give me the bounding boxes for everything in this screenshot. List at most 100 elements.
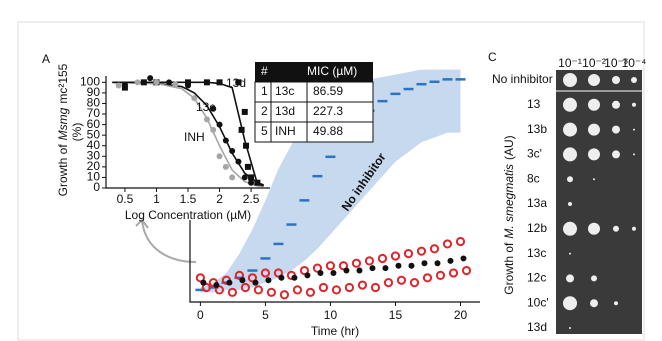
- table-header: #: [261, 64, 268, 78]
- point: [252, 280, 258, 286]
- point: [278, 275, 284, 281]
- colony-spot: [563, 123, 577, 137]
- point: [239, 277, 245, 283]
- point: [395, 263, 401, 269]
- x-axis-label: Log Concentration (µM): [125, 208, 251, 222]
- point: [217, 153, 223, 159]
- point: [356, 268, 362, 274]
- point: [235, 159, 241, 165]
- colony-spot: [567, 176, 573, 182]
- table-cell: 13c: [275, 84, 294, 98]
- y-axis-label: Growth ofM. smegmatis(AU): [502, 135, 516, 294]
- point: [217, 79, 223, 85]
- series-label: 13d: [226, 76, 246, 90]
- strain-label: No inhibitor: [492, 72, 553, 86]
- colony-spot: [633, 129, 635, 131]
- point: [248, 174, 254, 180]
- panel-label: A: [42, 52, 50, 66]
- dilution-label: 10⁻¹: [558, 56, 582, 70]
- point: [245, 164, 251, 170]
- dilution-label: 10⁻⁴: [622, 56, 647, 70]
- strain-label: 13b: [527, 122, 547, 136]
- x-axis-label: Time (hr): [311, 324, 359, 338]
- point: [239, 127, 245, 133]
- point: [304, 272, 310, 278]
- point: [185, 79, 191, 85]
- y-axis-label: Growth of Msmg mc²155: [56, 63, 70, 196]
- strain-label: 13: [527, 97, 541, 111]
- panel-label: C: [488, 50, 497, 64]
- dilution-label: 10⁻²: [582, 56, 606, 70]
- point: [153, 79, 159, 85]
- y-axis-label-part: M. smegmatis: [502, 164, 516, 239]
- strain-label: 3c': [527, 147, 542, 161]
- point: [210, 127, 216, 133]
- x-tick-label: 0.5: [117, 192, 134, 206]
- point: [229, 174, 235, 180]
- point: [447, 258, 453, 264]
- table-cell: INH: [275, 124, 296, 138]
- colony-spot: [612, 76, 620, 84]
- colony-spot: [614, 301, 618, 305]
- point: [265, 277, 271, 283]
- point: [291, 275, 297, 281]
- colony-spot: [588, 148, 600, 160]
- strain-label: 13c: [527, 246, 546, 260]
- point: [460, 255, 466, 261]
- colony-spot: [612, 126, 620, 134]
- colony-spot: [632, 103, 636, 107]
- colony-spot: [612, 150, 620, 158]
- colony-spot: [566, 274, 574, 282]
- y-axis-label-unit: (%): [70, 123, 84, 142]
- colony-spot: [588, 223, 600, 235]
- x-tick-label: 1: [153, 192, 160, 206]
- point: [243, 143, 249, 149]
- y-axis-label-part: Msmg: [56, 107, 70, 140]
- table-cell: 5: [261, 124, 268, 138]
- point: [223, 137, 229, 143]
- colony-spot: [593, 178, 595, 180]
- point: [122, 85, 128, 91]
- x-tick-label: 15: [389, 308, 403, 322]
- point: [166, 79, 172, 85]
- colony-spot: [569, 253, 571, 255]
- y-axis-label-part: mc²155: [56, 63, 70, 103]
- y-tick-label: 100: [80, 75, 100, 89]
- x-tick-label: 10: [324, 308, 338, 322]
- table-cell: 2: [261, 104, 268, 118]
- point: [116, 83, 122, 89]
- point: [135, 79, 141, 85]
- table-cell: 49.88: [313, 124, 343, 138]
- x-tick-label: 5: [262, 308, 269, 322]
- colony-spot: [591, 275, 597, 281]
- colony-spot: [613, 226, 619, 232]
- point: [408, 263, 414, 269]
- colony-spot: [631, 77, 637, 83]
- point: [421, 260, 427, 266]
- x-tick-label: 2: [216, 192, 223, 206]
- series-label: 13c: [196, 100, 215, 114]
- x-tick-label: 2.5: [243, 192, 260, 206]
- colony-spot: [569, 327, 571, 329]
- point: [242, 109, 248, 115]
- colony-spot: [563, 147, 577, 161]
- point: [229, 148, 235, 154]
- table-cell: 227.3: [313, 104, 343, 118]
- point: [434, 260, 440, 266]
- table-header: MIC (µM): [307, 64, 357, 78]
- point: [172, 81, 178, 87]
- point: [141, 79, 147, 85]
- x-tick-label: 1.5: [180, 192, 197, 206]
- y-axis-label-part: Growth of: [56, 144, 70, 197]
- x-tick-label: 20: [454, 308, 468, 322]
- point: [204, 116, 210, 122]
- series-label: INH: [184, 130, 205, 144]
- colony-spot: [563, 98, 577, 112]
- colony-spot: [588, 124, 600, 136]
- strain-label: 13a: [527, 196, 547, 210]
- colony-spot: [563, 73, 577, 87]
- colony-spot: [632, 227, 636, 231]
- table-cell: 13d: [275, 104, 295, 118]
- point: [200, 280, 206, 286]
- point: [330, 270, 336, 276]
